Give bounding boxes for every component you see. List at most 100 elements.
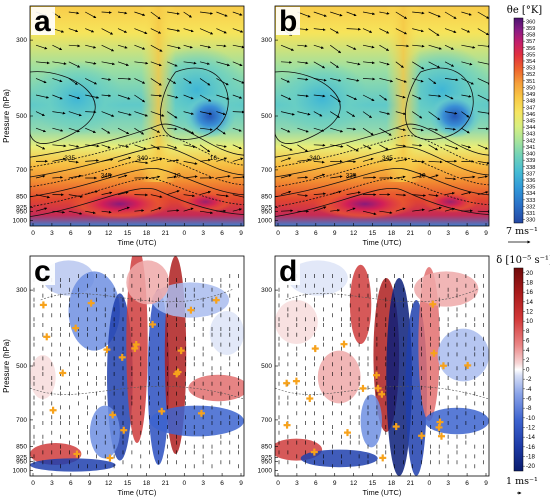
colorbar-tick: 336 [526, 178, 535, 184]
colorbar-tick: 359 [526, 26, 535, 32]
marker-cross [177, 347, 185, 355]
x-tick-label: 0 [31, 230, 35, 237]
colorbar-tick: 344 [526, 125, 535, 131]
colorbar-tick: 333 [526, 198, 535, 204]
colorbar-tick: -8 [526, 405, 532, 412]
colorbar-title: θe [°K] [507, 5, 542, 16]
marker-cross [72, 324, 80, 332]
marker-cross [197, 409, 205, 417]
panel-b: 3403353451030050070085092595010000369121… [258, 5, 490, 247]
x-tick-label: 3 [50, 230, 54, 237]
y-tick-label: 925 [16, 454, 27, 461]
x-tick-label: 18 [143, 480, 151, 487]
marker-cross [283, 379, 291, 387]
y-tick-label: 850 [16, 193, 27, 200]
y-tick-label: 1000 [13, 218, 28, 225]
marker-cross [311, 345, 319, 353]
colorbar-tick: 18 [526, 280, 533, 287]
x-tick-label: 0 [276, 480, 280, 487]
colorbar-tick: -10 [526, 415, 536, 422]
marker-cross [372, 371, 380, 379]
x-tick-label: 9 [333, 480, 337, 487]
colorbar-tick: 339 [526, 158, 535, 164]
marker-cross [174, 368, 182, 376]
contour-label: 10 [418, 173, 426, 180]
marker-cross [87, 299, 95, 307]
x-tick-label: 0 [276, 230, 280, 237]
y-tick-label: 925 [261, 454, 272, 461]
y-axis-label: Pressure (hPa) [2, 89, 11, 143]
marker-cross [120, 426, 128, 434]
marker-cross [439, 362, 447, 370]
colorbar-tick: 330 [526, 218, 535, 224]
y-tick-label: 1000 [13, 468, 28, 475]
marker-cross [436, 418, 444, 426]
y-tick-label: 950 [261, 459, 272, 466]
colorbar-tick: 10 [526, 318, 533, 325]
x-tick-label: 6 [314, 480, 318, 487]
x-tick-label: 9 [88, 480, 92, 487]
vertical-motion-vectors [278, 274, 485, 469]
low-theta-core [429, 94, 481, 138]
y-tick-label: 950 [16, 209, 27, 216]
x-axis-label: Time (UTC) [363, 238, 402, 247]
contour-label: 335 [64, 155, 75, 162]
marker-cross [292, 377, 300, 385]
contour-label: 345 [101, 173, 112, 180]
marker-cross [379, 454, 387, 462]
x-tick-label: 0 [427, 480, 431, 487]
y-tick-label: 1000 [258, 218, 273, 225]
x-axis-label: Time (UTC) [118, 238, 157, 247]
x-tick-label: 6 [69, 230, 73, 237]
x-tick-label: 3 [201, 480, 205, 487]
colorbar-tick: 16 [526, 289, 533, 296]
x-tick-label: 12 [350, 480, 358, 487]
x-tick-label: 6 [465, 480, 469, 487]
x-axis-label: Time (UTC) [363, 488, 402, 497]
colorbar-tick: 4 [526, 347, 530, 354]
colorbar-tick: -4 [526, 386, 532, 393]
colorbar-tick: 12 [526, 309, 533, 316]
y-tick-label: 850 [16, 443, 27, 450]
wind-vectors [280, 11, 489, 216]
x-tick-label: 3 [201, 230, 205, 237]
colorbar-tick: 355 [526, 52, 535, 58]
marker-cross [158, 407, 166, 415]
colorbar-tick: 354 [526, 59, 535, 65]
x-tick-label: 6 [220, 480, 224, 487]
reference-vector-label: 7 ms⁻¹ [506, 226, 538, 237]
x-tick-label: 6 [465, 230, 469, 237]
colorbar-tick: -12 [526, 425, 536, 432]
marker-cross [212, 296, 220, 304]
y-tick-label: 925 [16, 204, 27, 211]
marker-cross [392, 423, 400, 431]
y-tick-label: 850 [261, 193, 272, 200]
colorbar-tick: 358 [526, 33, 535, 39]
x-tick-label: 21 [407, 230, 415, 237]
y-tick-label: 950 [16, 459, 27, 466]
colorbar-tick: -20 [526, 463, 536, 470]
x-tick-label: 12 [350, 230, 358, 237]
y-tick-label: 925 [261, 204, 272, 211]
marker-cross [39, 301, 47, 309]
marker-cross [359, 384, 367, 392]
colorbars-layer: θe [°K] 360359358357356355354353352351350… [496, 5, 550, 495]
marker-cross [343, 429, 351, 437]
x-tick-label: 18 [388, 480, 396, 487]
colorbar-tick: -16 [526, 444, 536, 451]
y-tick-label: 700 [261, 167, 272, 174]
colorbar-tick: 334 [526, 191, 535, 197]
contour-label: 340 [309, 155, 320, 162]
marker-cross [374, 384, 382, 392]
colorbar-tick: 353 [526, 66, 535, 72]
y-tick-label: 700 [261, 417, 272, 424]
x-tick-label: 3 [446, 230, 450, 237]
marker-cross [59, 369, 67, 377]
y-axis-label: Pressure (hPa) [2, 339, 11, 393]
x-tick-label: 0 [427, 230, 431, 237]
colorbar-tick: 360 [526, 19, 535, 25]
colorbar-tick: 340 [526, 152, 535, 158]
marker-cross [437, 432, 445, 440]
reference-vector-bottom: 1 ms⁻¹ [506, 476, 538, 495]
